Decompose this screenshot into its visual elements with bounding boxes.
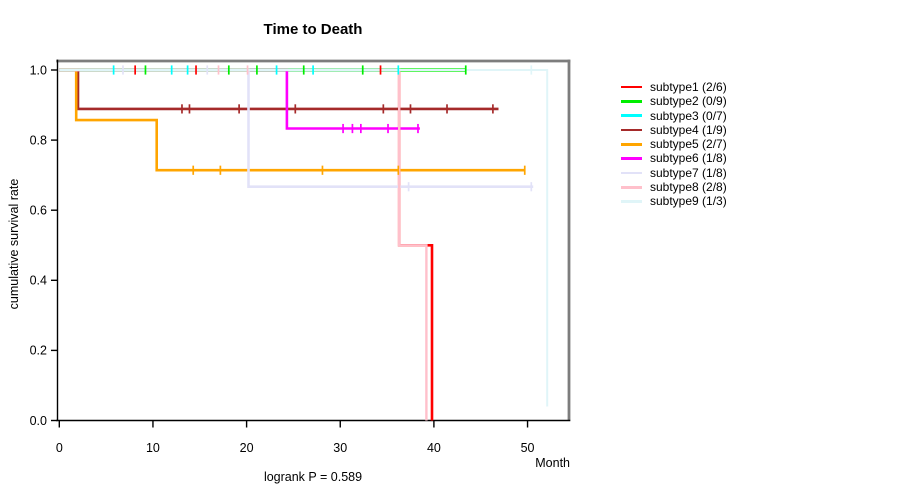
legend-item-subtype4: subtype4 (1/9) [621, 123, 727, 137]
y-axis-tick-label: 0.0 [30, 414, 47, 428]
chart-title: Time to Death [263, 21, 363, 38]
series-subtype1-line [59, 68, 434, 421]
legend-label: subtype6 (1/8) [650, 151, 727, 166]
legend-swatch [621, 143, 642, 146]
legend-swatch [621, 157, 642, 160]
legend: subtype1 (2/6) subtype2 (0/9) subtype3 (0/… [621, 80, 727, 209]
legend-label: subtype9 (1/3) [650, 194, 727, 209]
logrank-pvalue: logrank P = 0.589 [263, 470, 363, 484]
x-axis-tick-label: 10 [146, 441, 160, 455]
x-axis-tick-label: 50 [521, 441, 535, 455]
legend-item-subtype7: subtype7 (1/8) [621, 166, 727, 180]
legend-item-subtype1: subtype1 (2/6) [621, 80, 727, 94]
legend-swatch [621, 128, 642, 132]
legend-swatch [621, 85, 642, 89]
series-subtype8-line [59, 68, 428, 421]
series-subtype4-line [59, 68, 499, 111]
legend-label: subtype2 (0/9) [650, 94, 727, 109]
x-axis-tick-label: 0 [56, 441, 63, 455]
legend-label: subtype5 (2/7) [650, 137, 727, 152]
y-axis-label: cumulative survival rate [7, 178, 21, 310]
y-axis-tick-label: 1.0 [30, 63, 47, 77]
legend-swatch [621, 200, 642, 203]
legend-item-subtype5: subtype5 (2/7) [621, 137, 727, 151]
legend-label: subtype8 (2/8) [650, 180, 727, 195]
legend-label: subtype4 (1/9) [650, 122, 727, 137]
legend-item-subtype9: subtype9 (1/3) [621, 194, 727, 208]
legend-swatch [621, 114, 642, 118]
legend-swatch [621, 185, 642, 189]
legend-item-subtype8: subtype8 (2/8) [621, 180, 727, 194]
y-axis-tick-label: 0.6 [30, 204, 47, 218]
legend-item-subtype6: subtype6 (1/8) [621, 151, 727, 165]
legend-label: subtype1 (2/6) [650, 80, 727, 94]
legend-swatch [621, 171, 642, 175]
x-axis-tick-label: 40 [427, 441, 441, 455]
legend-item-subtype2: subtype2 (0/9) [621, 94, 727, 108]
y-axis-tick-label: 0.8 [30, 133, 47, 147]
legend-label: subtype7 (1/8) [650, 165, 727, 180]
legend-item-subtype3: subtype3 (0/7) [621, 109, 727, 123]
legend-swatch [621, 100, 642, 103]
y-axis-tick-label: 0.2 [30, 344, 47, 358]
series-subtype5-line [59, 68, 525, 172]
y-axis-tick-label: 0.4 [30, 274, 47, 288]
legend-label: subtype3 (0/7) [650, 108, 727, 123]
x-axis-label: Month [535, 456, 570, 470]
x-axis-tick-label: 30 [333, 441, 347, 455]
x-axis-tick-label: 20 [240, 441, 254, 455]
series-subtype9-line [59, 69, 549, 407]
